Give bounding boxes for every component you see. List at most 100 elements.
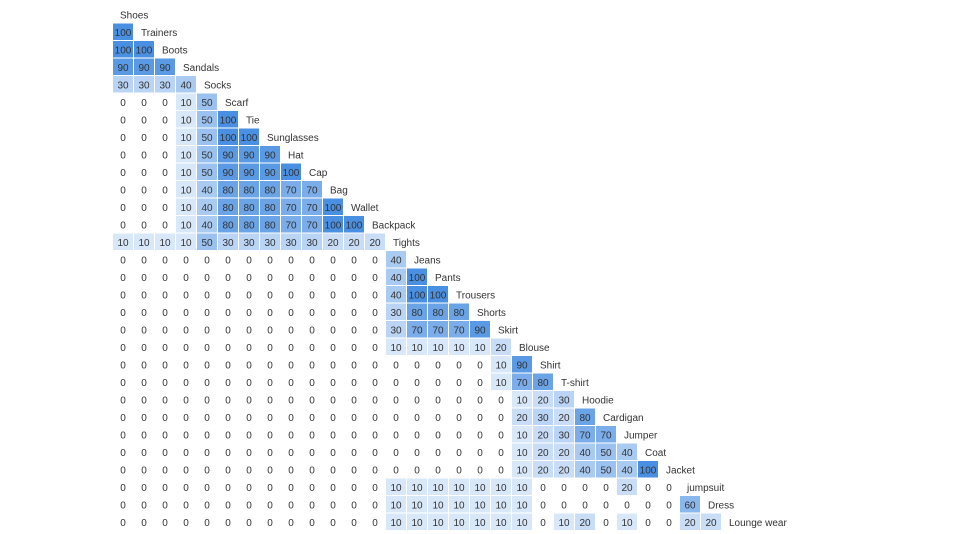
row-label: Lounge wear [729, 518, 787, 529]
cell-value-label: 100 [409, 273, 426, 284]
cell-value-label: 40 [621, 448, 633, 459]
cell-value-label: 0 [267, 290, 273, 301]
heatmap-cell [239, 321, 259, 338]
cell-value-label: 30 [222, 238, 234, 249]
cell-value-label: 10 [411, 343, 423, 354]
heatmap-cell [281, 198, 301, 215]
heatmap-cell [113, 286, 133, 303]
cell-value-label: 0 [141, 308, 147, 319]
heatmap-cell [197, 251, 217, 268]
cell-value-label: 0 [456, 465, 462, 476]
heatmap-cell [491, 338, 511, 355]
heatmap-cell [344, 268, 364, 285]
cell-value-label: 90 [243, 150, 255, 161]
cell-value-label: 0 [225, 360, 231, 371]
heatmap-cell [113, 216, 133, 233]
cell-value-label: 10 [516, 448, 528, 459]
heatmap-cell [554, 408, 574, 425]
cell-value-label: 0 [267, 308, 273, 319]
heatmap-cell [176, 303, 196, 320]
heatmap-cell [512, 478, 532, 495]
cell-value-label: 0 [645, 483, 651, 494]
heatmap-cell [218, 461, 238, 478]
cell-value-label: 0 [330, 378, 336, 389]
cell-value-label: 0 [393, 448, 399, 459]
cell-value-label: 20 [705, 518, 717, 529]
heatmap-cell [134, 338, 154, 355]
cell-value-label: 40 [390, 273, 402, 284]
heatmap-cell [386, 356, 406, 373]
heatmap-cell [176, 268, 196, 285]
cell-value-label: 0 [666, 518, 672, 529]
heatmap-cell [218, 321, 238, 338]
cell-value-label: 0 [162, 448, 168, 459]
heatmap-cell [491, 391, 511, 408]
heatmap-cell [155, 93, 175, 110]
heatmap-cell [218, 198, 238, 215]
cell-value-label: 70 [306, 220, 318, 231]
heatmap-cell [239, 373, 259, 390]
cell-value-label: 50 [600, 448, 612, 459]
cell-value-label: 30 [117, 80, 129, 91]
heatmap-cell [407, 496, 427, 513]
cell-value-label: 0 [330, 325, 336, 336]
cell-value-label: 0 [183, 255, 189, 266]
cell-value-label: 10 [411, 483, 423, 494]
heatmap-cell [323, 303, 343, 320]
cell-value-label: 0 [435, 395, 441, 406]
cell-value-label: 0 [225, 378, 231, 389]
heatmap-cell [260, 303, 280, 320]
heatmap-cell [239, 478, 259, 495]
cell-value-label: 10 [159, 238, 171, 249]
heatmap-cell [197, 268, 217, 285]
heatmap-cell [575, 513, 595, 530]
heatmap-cell [533, 478, 553, 495]
cell-value-label: 0 [351, 448, 357, 459]
cell-value-label: 20 [537, 430, 549, 441]
row-label: Sandals [183, 63, 219, 74]
heatmap-cell [470, 356, 490, 373]
heatmap-cell [176, 391, 196, 408]
heatmap-cell [491, 426, 511, 443]
cell-value-label: 0 [309, 290, 315, 301]
heatmap-cell [302, 233, 322, 250]
cell-value-label: 0 [267, 360, 273, 371]
cell-value-label: 0 [624, 500, 630, 511]
heatmap-cell [407, 443, 427, 460]
cell-value-label: 0 [309, 483, 315, 494]
heatmap-cell [365, 233, 385, 250]
cell-value-label: 0 [267, 378, 273, 389]
heatmap-cell [260, 251, 280, 268]
cell-value-label: 30 [159, 80, 171, 91]
cell-value-label: 0 [120, 255, 126, 266]
heatmap-cell [596, 426, 616, 443]
heatmap-cell [113, 391, 133, 408]
cell-value-label: 0 [183, 518, 189, 529]
heatmap-cell [260, 338, 280, 355]
heatmap-cell [134, 41, 154, 58]
heatmap-cell [239, 216, 259, 233]
heatmap-cell [113, 233, 133, 250]
cell-value-label: 0 [267, 483, 273, 494]
heatmap-cell [155, 268, 175, 285]
cell-value-label: 0 [162, 483, 168, 494]
cell-value-label: 90 [222, 168, 234, 179]
heatmap-cell [428, 391, 448, 408]
heatmap-cell [575, 496, 595, 513]
cell-value-label: 0 [351, 360, 357, 371]
row-label: Cardigan [603, 413, 644, 424]
heatmap-cell [575, 408, 595, 425]
heatmap-cell [155, 163, 175, 180]
heatmap-cell [155, 303, 175, 320]
cell-value-label: 0 [141, 500, 147, 511]
heatmap-cell [386, 251, 406, 268]
heatmap-cell [176, 356, 196, 373]
cell-value-label: 0 [120, 343, 126, 354]
cell-value-label: 0 [162, 395, 168, 406]
cell-value-label: 10 [138, 238, 150, 249]
cell-value-label: 0 [372, 308, 378, 319]
heatmap-cell [344, 216, 364, 233]
cell-value-label: 0 [330, 343, 336, 354]
heatmap-cell [344, 321, 364, 338]
cell-value-label: 0 [162, 185, 168, 196]
